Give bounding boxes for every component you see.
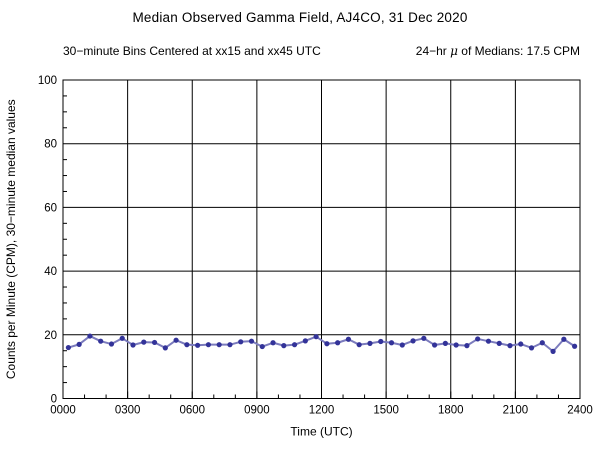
data-point	[248, 338, 255, 344]
data-point	[399, 342, 405, 348]
data-point	[356, 342, 362, 348]
tick-labels: 0 20 40 60 80 100 0000 0300 0600 0900 1200 1500 1800…	[38, 75, 593, 417]
y-tick-label: 20	[44, 330, 57, 342]
gridlines	[63, 80, 580, 399]
subtitle-mean-suffix: of Medians: 17.5 CPM	[457, 44, 580, 58]
x-tick-label: 1200	[309, 405, 335, 417]
x-tick-label: 0000	[50, 405, 76, 417]
data-point	[291, 342, 298, 348]
subtitle-mean: 24−hr μ of Medians: 17.5 CPM	[416, 44, 580, 58]
chart-title: Median Observed Gamma Field, AJ4CO, 31 D…	[132, 10, 468, 25]
data-point	[227, 342, 233, 348]
x-axis-title: Time (UTC)	[290, 425, 352, 439]
subtitle-mean-prefix: 24−hr	[415, 44, 451, 58]
y-tick-label: 100	[38, 75, 57, 87]
axis-ticks	[63, 95, 559, 399]
plot-border	[62, 79, 581, 399]
data-point	[184, 342, 190, 348]
data-point	[464, 343, 470, 349]
data-point	[550, 348, 556, 354]
data-point	[324, 341, 330, 347]
data-point	[421, 335, 427, 341]
data-point	[173, 337, 179, 343]
data-point	[453, 342, 459, 348]
data-point	[216, 342, 222, 348]
x-tick-label: 1500	[373, 405, 399, 417]
data-point	[130, 342, 136, 348]
data-point	[108, 341, 115, 347]
mu-symbol: μ	[450, 44, 458, 58]
data-point	[496, 340, 502, 346]
data-point	[410, 338, 416, 344]
x-tick-label: 2400	[567, 405, 593, 417]
x-tick-label: 0300	[115, 405, 141, 417]
data-point	[65, 344, 71, 351]
data-point	[335, 340, 341, 346]
y-tick-label: 40	[44, 266, 57, 278]
data-point	[259, 343, 265, 350]
data-point	[561, 336, 567, 342]
data-point	[485, 338, 492, 344]
data-point	[205, 342, 212, 348]
data-point	[76, 341, 82, 347]
data-point	[195, 342, 201, 348]
data-point	[281, 343, 287, 349]
y-axis-title: Counts per Minute (CPM), 30−minute media…	[4, 99, 18, 379]
x-tick-label: 1800	[438, 405, 464, 417]
x-tick-label: 0900	[244, 405, 270, 417]
data-points	[65, 333, 578, 354]
y-tick-label: 0	[51, 394, 57, 406]
data-point	[270, 340, 276, 346]
data-point	[507, 343, 513, 349]
data-point	[345, 336, 352, 342]
data-point	[431, 342, 438, 348]
data-point	[572, 343, 578, 349]
subtitle-bins: 30−minute Bins Centered at xx15 and xx45…	[63, 44, 321, 58]
data-point	[528, 345, 535, 351]
data-point	[539, 340, 545, 346]
data-point	[119, 335, 125, 341]
data-point	[98, 338, 104, 344]
y-tick-label: 80	[44, 139, 57, 151]
data-point	[518, 341, 524, 347]
y-tick-label: 60	[44, 202, 57, 214]
data-point	[238, 339, 244, 345]
data-point	[302, 338, 308, 344]
data-point	[367, 340, 373, 346]
data-point	[162, 345, 168, 351]
x-tick-label: 0600	[179, 405, 205, 417]
data-point	[87, 333, 93, 339]
data-point	[475, 336, 481, 342]
data-point	[141, 339, 147, 345]
data-point	[378, 338, 384, 345]
data-point	[151, 339, 158, 346]
data-point	[442, 340, 448, 346]
data-point	[388, 340, 395, 346]
data-point	[313, 334, 319, 340]
chart-subtitle: 30−minute Bins Centered at xx15 and xx45…	[63, 44, 580, 58]
x-tick-label: 2100	[503, 405, 529, 417]
